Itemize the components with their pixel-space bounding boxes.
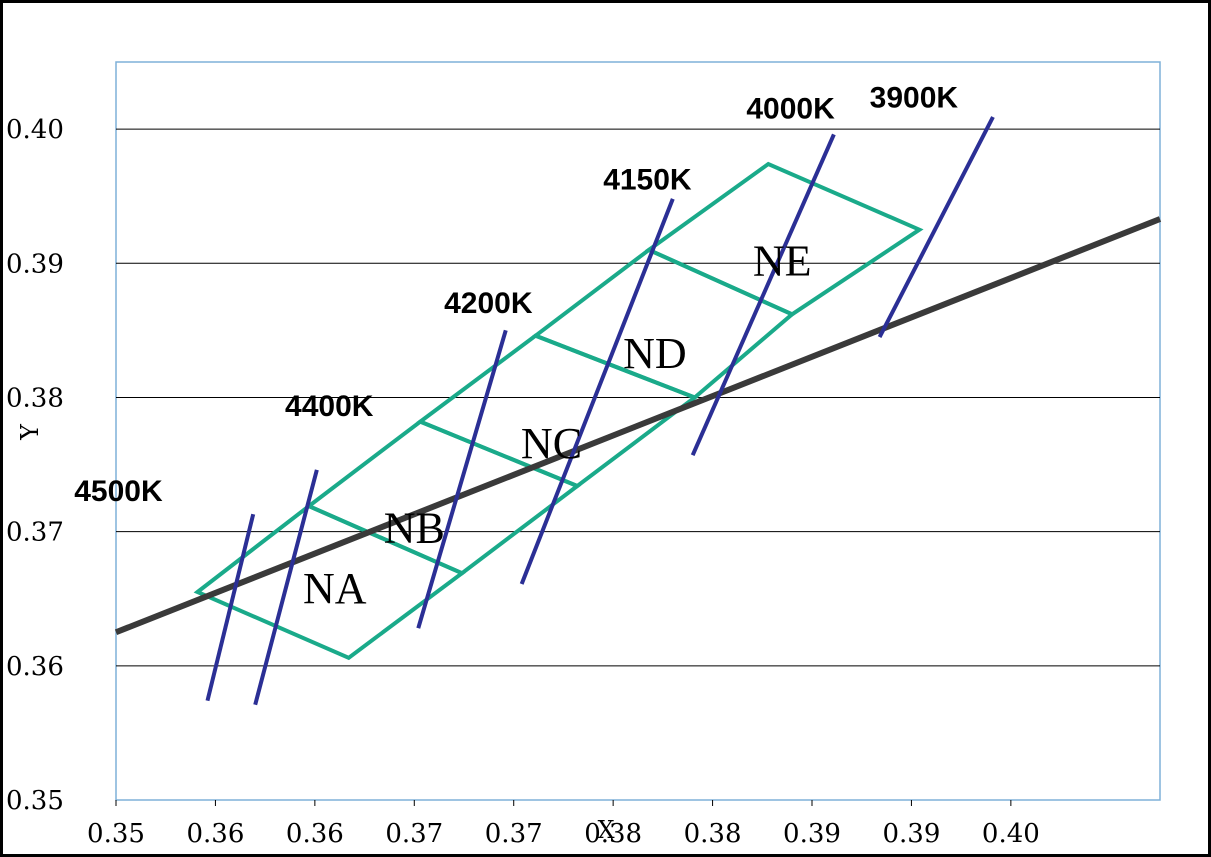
x-tick-label-0: 0.35 — [87, 819, 145, 849]
bin-ne — [644, 161, 924, 317]
cct-line-4150k — [519, 198, 675, 585]
x-tick-label-3: 0.37 — [385, 819, 443, 849]
bin-label-na: NA — [303, 564, 367, 613]
x-tick-label-8: 0.39 — [882, 819, 940, 849]
x-tick-label-5: 0.38 — [584, 819, 642, 849]
cct-label-4150k: 4150K — [603, 163, 692, 196]
y-tick-label-3: 0.38 — [6, 383, 64, 413]
cct-line-3900k — [877, 116, 995, 338]
plot-area — [115, 61, 1161, 801]
y-tick-label-1: 0.36 — [6, 652, 64, 682]
planckian-locus-line — [114, 216, 1162, 636]
cct-label-4500k: 4500K — [74, 475, 163, 508]
bin-label-nd: ND — [623, 329, 687, 378]
x-axis-title: X — [597, 816, 614, 844]
bin-label-nb: NB — [384, 503, 445, 552]
chart-labels: NA NB NC ND NE 4500K 4400K 4200K 4150K 4000K 3900K — [74, 82, 958, 613]
cct-line-4400k — [253, 469, 319, 706]
x-tick-label-2: 0.36 — [286, 819, 344, 849]
y-tick-label-5: 0.40 — [6, 115, 64, 145]
x-tick-label-1: 0.36 — [186, 819, 244, 849]
y-tick-label-0: 0.35 — [6, 786, 64, 816]
y-tick-label-4: 0.39 — [6, 249, 64, 279]
cct-label-3900k: 3900K — [870, 82, 959, 115]
cct-line-4500k — [205, 513, 256, 702]
bin-label-ne: NE — [753, 236, 812, 285]
y-axis-title: Y — [16, 423, 44, 441]
y-tick-label-2: 0.37 — [6, 518, 64, 548]
planckian-locus — [114, 216, 1162, 636]
axis-ticks: 0.35 0.36 0.37 0.38 0.39 0.40 0.35 0.36 0.36 0.37… — [6, 115, 1040, 849]
x-tick-label-7: 0.39 — [783, 819, 841, 849]
cct-label-4000k: 4000K — [746, 92, 835, 125]
cct-label-4200k: 4200K — [444, 287, 533, 320]
x-tick-label-9: 0.40 — [982, 819, 1040, 849]
bin-label-nc: NC — [521, 419, 582, 468]
cct-line-4200k — [416, 329, 508, 629]
cct-label-4400k: 4400K — [285, 390, 374, 423]
cct-line-4000k — [690, 133, 836, 456]
cct-lines — [205, 116, 995, 706]
x-tick-label-6: 0.38 — [684, 819, 742, 849]
x-tick-label-4: 0.37 — [485, 819, 543, 849]
